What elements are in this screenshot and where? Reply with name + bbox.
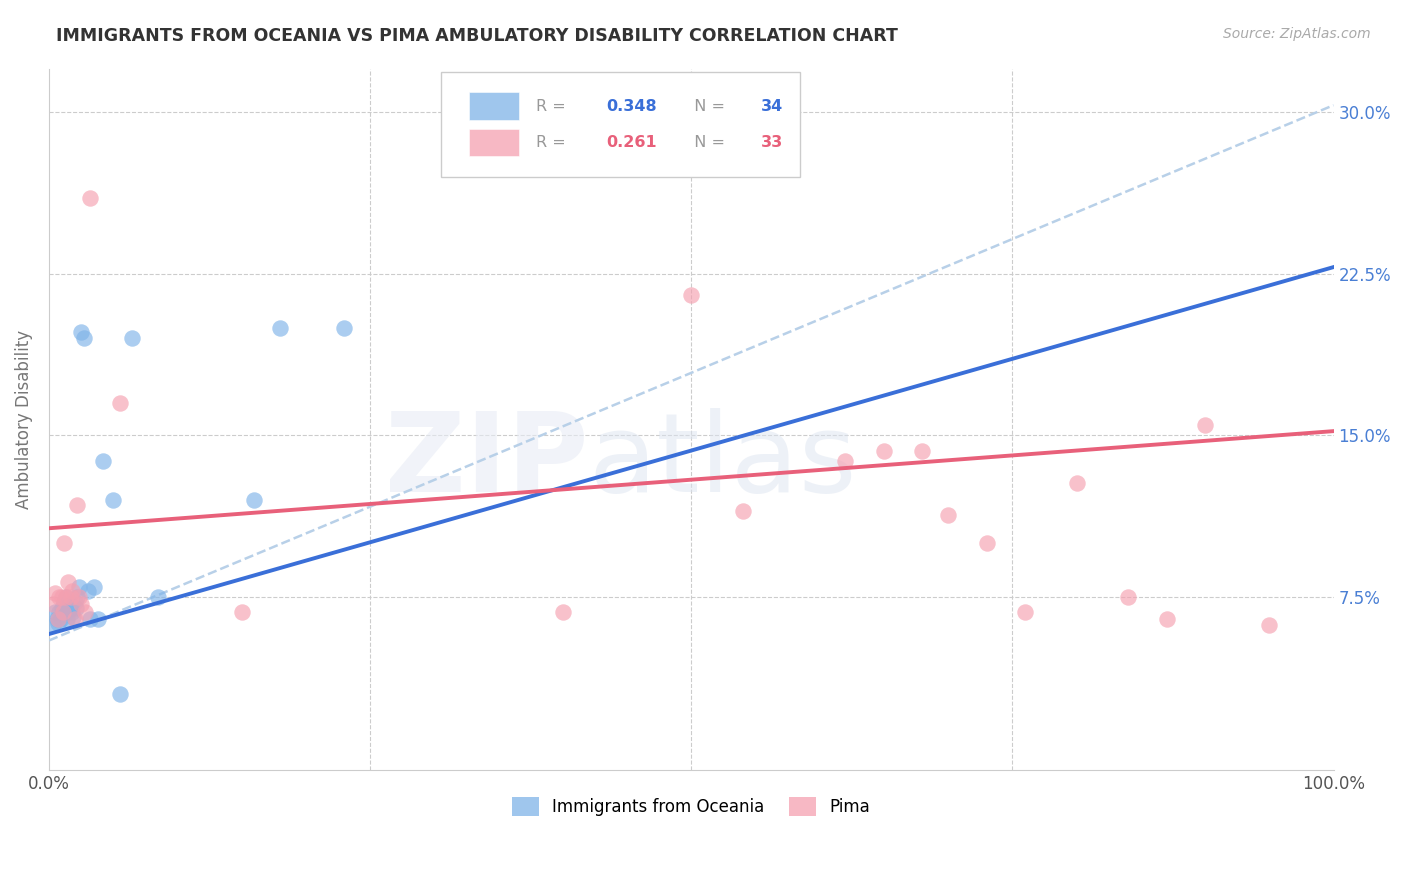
Point xyxy=(1014,606,1036,620)
Point xyxy=(79,612,101,626)
Text: R =: R = xyxy=(536,98,571,113)
FancyBboxPatch shape xyxy=(440,72,800,178)
Point xyxy=(79,191,101,205)
Text: 34: 34 xyxy=(761,98,783,113)
Point xyxy=(333,320,356,334)
Point xyxy=(269,320,291,334)
Text: N =: N = xyxy=(683,98,730,113)
Point xyxy=(976,536,998,550)
Point xyxy=(873,443,896,458)
Point xyxy=(66,591,89,605)
Point xyxy=(87,612,110,626)
Point xyxy=(67,591,90,605)
Point xyxy=(91,454,114,468)
Point xyxy=(42,618,65,632)
Point xyxy=(70,597,93,611)
Point xyxy=(108,688,131,702)
Point xyxy=(103,493,125,508)
Point xyxy=(67,580,90,594)
Point xyxy=(52,606,75,620)
Point xyxy=(1156,612,1178,626)
Point xyxy=(55,591,77,605)
Point xyxy=(1194,417,1216,432)
Point xyxy=(49,612,72,626)
Point xyxy=(1258,618,1281,632)
Point xyxy=(53,594,76,608)
Point xyxy=(72,331,94,345)
Point xyxy=(65,601,87,615)
Text: IMMIGRANTS FROM OCEANIA VS PIMA AMBULATORY DISABILITY CORRELATION CHART: IMMIGRANTS FROM OCEANIA VS PIMA AMBULATO… xyxy=(56,27,898,45)
Point xyxy=(63,612,86,626)
Point xyxy=(58,597,80,611)
Point xyxy=(62,609,84,624)
Text: 0.261: 0.261 xyxy=(606,135,657,150)
Point xyxy=(44,586,66,600)
Point xyxy=(51,591,73,605)
Point xyxy=(146,591,169,605)
Point xyxy=(59,601,82,615)
Point xyxy=(66,498,89,512)
Point xyxy=(231,606,253,620)
Point xyxy=(48,591,70,605)
Point xyxy=(681,288,703,302)
Point xyxy=(44,606,66,620)
Point xyxy=(108,396,131,410)
Point xyxy=(42,597,65,611)
Text: ZIP: ZIP xyxy=(385,408,589,515)
Text: atlas: atlas xyxy=(589,408,858,515)
Point xyxy=(48,606,70,620)
Point xyxy=(551,606,574,620)
Point xyxy=(83,580,105,594)
Point xyxy=(45,612,67,626)
Point xyxy=(46,612,69,626)
Point xyxy=(52,606,75,620)
Text: 0.348: 0.348 xyxy=(606,98,657,113)
Point xyxy=(51,601,73,615)
Y-axis label: Ambulatory Disability: Ambulatory Disability xyxy=(15,330,32,508)
FancyBboxPatch shape xyxy=(470,128,519,156)
Point xyxy=(1116,591,1139,605)
Point xyxy=(63,594,86,608)
Text: N =: N = xyxy=(683,135,730,150)
Point xyxy=(121,331,143,345)
Point xyxy=(70,325,93,339)
Point xyxy=(59,591,82,605)
Point xyxy=(731,504,754,518)
Point xyxy=(936,508,959,523)
Point xyxy=(73,606,96,620)
Point xyxy=(58,606,80,620)
Point xyxy=(53,536,76,550)
Point xyxy=(834,454,856,468)
Point xyxy=(60,606,83,620)
Point xyxy=(911,443,934,458)
Point xyxy=(1066,475,1088,490)
Text: 33: 33 xyxy=(761,135,783,150)
Legend: Immigrants from Oceania, Pima: Immigrants from Oceania, Pima xyxy=(503,789,879,825)
Point xyxy=(243,493,266,508)
Point xyxy=(56,612,79,626)
Point xyxy=(46,616,69,631)
Point xyxy=(58,575,80,590)
Text: R =: R = xyxy=(536,135,571,150)
Point xyxy=(76,583,98,598)
Text: Source: ZipAtlas.com: Source: ZipAtlas.com xyxy=(1223,27,1371,41)
FancyBboxPatch shape xyxy=(470,93,519,120)
Point xyxy=(60,583,83,598)
Point xyxy=(55,591,77,605)
